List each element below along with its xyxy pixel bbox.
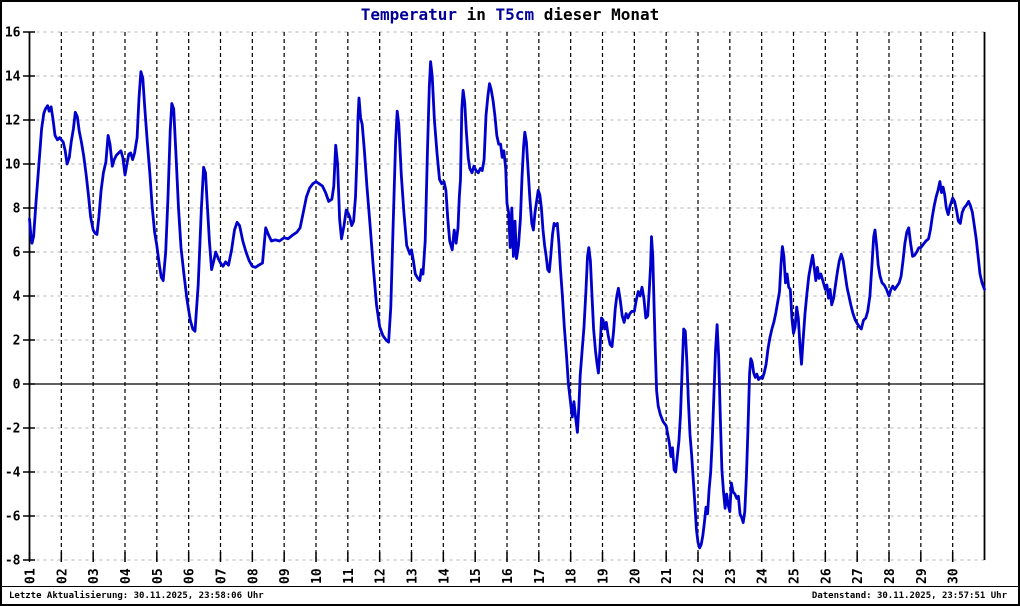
x-tick-label: 08 bbox=[246, 568, 261, 584]
x-tick-label: 05 bbox=[151, 568, 166, 584]
x-tick-label: 24 bbox=[756, 568, 771, 584]
y-tick-label: -4 bbox=[5, 466, 21, 481]
last-update-text: Letzte Aktualisierung: 30.11.2025, 23:58… bbox=[9, 591, 264, 601]
x-tick-label: 20 bbox=[628, 568, 643, 584]
y-tick-label: -2 bbox=[5, 422, 21, 437]
x-tick-label: 27 bbox=[851, 568, 866, 584]
x-tick-label: 12 bbox=[374, 568, 389, 584]
page-title: Temperatur in T5cm dieser Monat bbox=[0, 5, 1020, 24]
y-tick-label: 8 bbox=[13, 202, 21, 217]
x-tick-label: 18 bbox=[565, 568, 580, 584]
x-tick-label: 10 bbox=[310, 568, 325, 584]
temperature-series-line bbox=[28, 60, 986, 550]
y-axis-labels: 16 14 12 10 8 6 4 2 0 -2 -4 -6 -8 bbox=[5, 26, 35, 569]
x-tick-label: 03 bbox=[87, 568, 102, 584]
vertical-gridlines bbox=[60, 32, 954, 560]
x-tick-label: 22 bbox=[692, 568, 707, 584]
x-tick-label: 15 bbox=[469, 568, 484, 584]
x-axis-labels: 01 02 03 04 05 06 07 08 09 10 11 12 13 14 15 16 17 18 19 20… bbox=[24, 552, 962, 584]
x-tick-label: 01 bbox=[24, 568, 39, 584]
x-tick-label: 19 bbox=[597, 568, 612, 584]
x-tick-label: 26 bbox=[819, 568, 834, 584]
status-bar: Letzte Aktualisierung: 30.11.2025, 23:58… bbox=[0, 587, 1020, 606]
x-tick-label: 23 bbox=[724, 568, 739, 584]
x-tick-label: 17 bbox=[533, 568, 548, 584]
y-tick-label: -8 bbox=[5, 554, 21, 569]
x-tick-label: 11 bbox=[342, 568, 357, 584]
title-part: Temperatur bbox=[360, 5, 458, 24]
x-tick-label: 29 bbox=[915, 568, 930, 584]
data-timestamp-text: Datenstand: 30.11.2025, 23:57:51 Uhr bbox=[811, 591, 1007, 601]
x-tick-label: 09 bbox=[278, 568, 293, 584]
y-tick-label: 12 bbox=[5, 114, 21, 129]
y-tick-label: 2 bbox=[13, 334, 21, 349]
x-tick-label: 30 bbox=[947, 568, 962, 584]
y-tick-label: 10 bbox=[5, 158, 21, 173]
x-tick-label: 28 bbox=[883, 568, 898, 584]
x-tick-label: 06 bbox=[183, 568, 198, 584]
title-part: T5cm bbox=[495, 5, 535, 24]
x-tick-label: 25 bbox=[788, 568, 803, 584]
y-tick-label: -6 bbox=[5, 510, 21, 525]
data-series bbox=[28, 60, 986, 550]
x-tick-label: 13 bbox=[406, 568, 421, 584]
y-tick-label: 4 bbox=[13, 290, 21, 305]
y-tick-label: 0 bbox=[13, 378, 21, 393]
y-tick-label: 16 bbox=[5, 26, 21, 41]
x-tick-label: 14 bbox=[437, 568, 452, 584]
x-tick-label: 02 bbox=[55, 568, 70, 584]
x-tick-label: 07 bbox=[215, 568, 230, 584]
x-tick-label: 16 bbox=[501, 568, 516, 584]
title-part: dieser Monat bbox=[534, 5, 660, 24]
y-tick-label: 14 bbox=[5, 70, 21, 85]
title-part: in bbox=[457, 5, 496, 24]
y-tick-label: 6 bbox=[13, 246, 21, 261]
x-tick-label: 21 bbox=[660, 568, 675, 584]
x-tick-label: 04 bbox=[119, 568, 134, 584]
